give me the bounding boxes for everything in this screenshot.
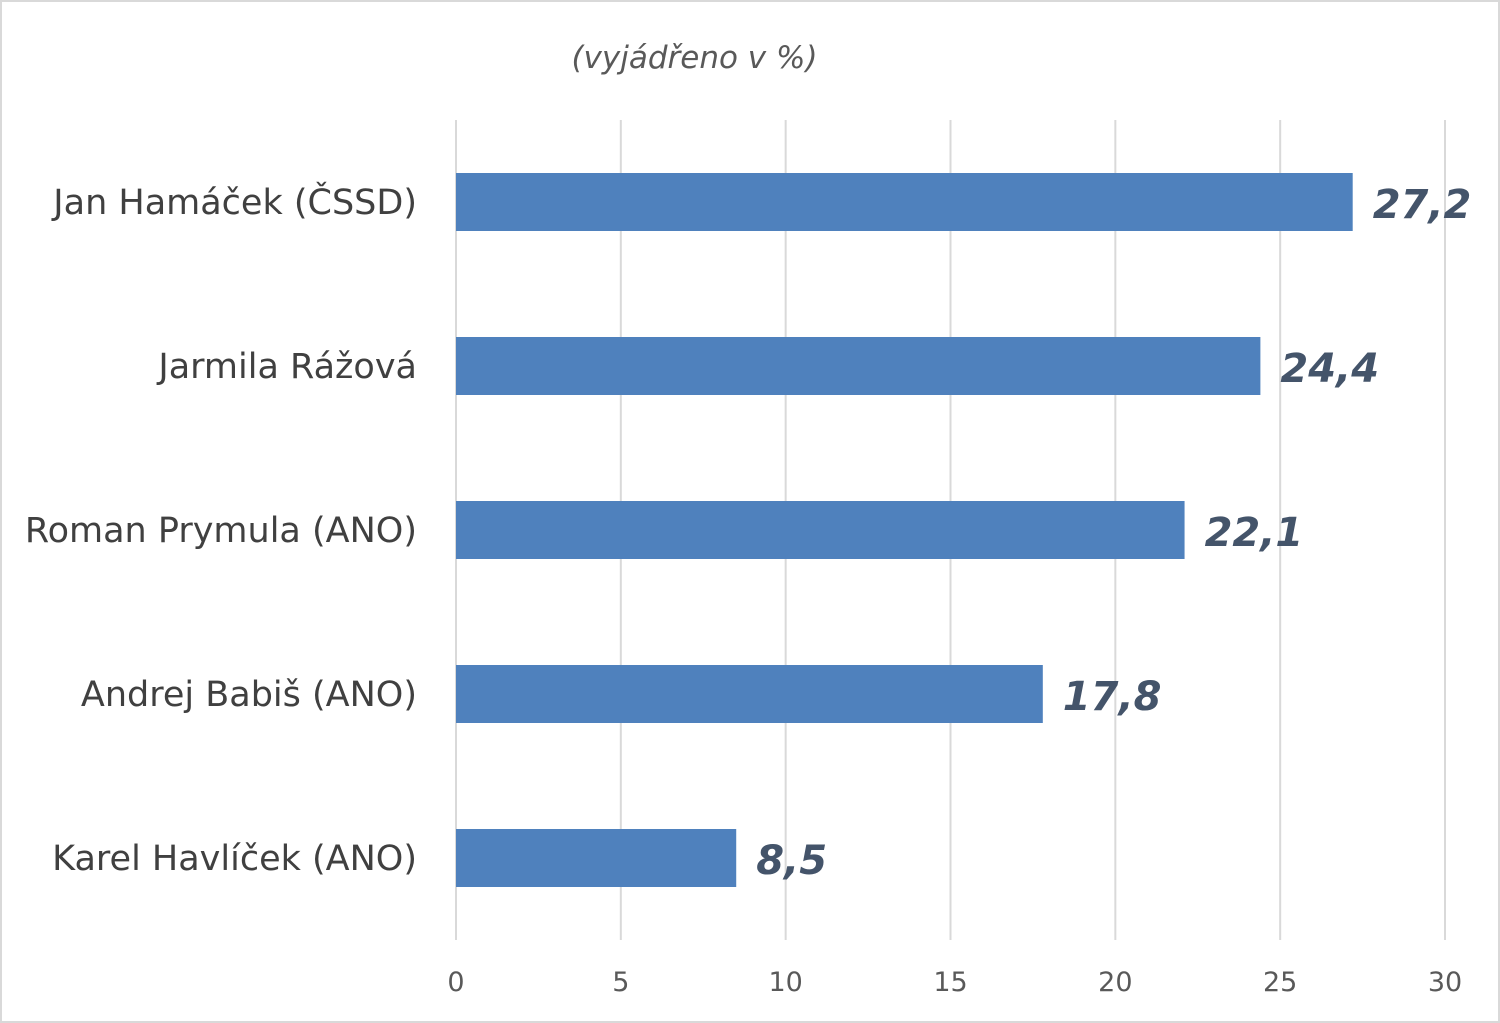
x-tick-label: 25 — [1263, 967, 1297, 998]
data-label: 8,5 — [756, 838, 827, 884]
category-label: Jarmila Rážová — [156, 347, 417, 387]
bar — [456, 829, 737, 887]
x-tick-label: 20 — [1098, 967, 1132, 998]
chart-subtitle: (vyjádřeno v %) — [571, 40, 818, 76]
category-label: Jan Hamáček (ČSSD) — [51, 181, 417, 223]
x-tick-label: 30 — [1428, 967, 1462, 998]
category-label: Roman Prymula (ANO) — [25, 511, 417, 551]
bar — [456, 337, 1261, 395]
data-label: 24,4 — [1280, 346, 1379, 392]
data-label: 17,8 — [1063, 674, 1162, 720]
x-tick-labels: 0 5 10 15 20 25 30 — [447, 967, 1462, 998]
category-labels: Jan Hamáček (ČSSD) Jarmila Rážová Roman Pr… — [25, 181, 417, 879]
data-labels: 27,2 24,4 22,1 17,8 8,5 — [756, 182, 1471, 884]
category-label: Karel Havlíček (ANO) — [52, 839, 417, 879]
data-label: 27,2 — [1373, 182, 1472, 228]
x-tick-label: 5 — [612, 967, 629, 998]
bar — [456, 665, 1043, 723]
data-label: 22,1 — [1205, 510, 1304, 556]
category-label: Andrej Babiš (ANO) — [81, 675, 417, 715]
bar — [456, 173, 1353, 231]
x-tick-label: 0 — [447, 967, 464, 998]
x-tick-label: 15 — [933, 967, 967, 998]
bar — [456, 501, 1185, 559]
x-tick-label: 10 — [768, 967, 802, 998]
bars — [456, 173, 1353, 887]
